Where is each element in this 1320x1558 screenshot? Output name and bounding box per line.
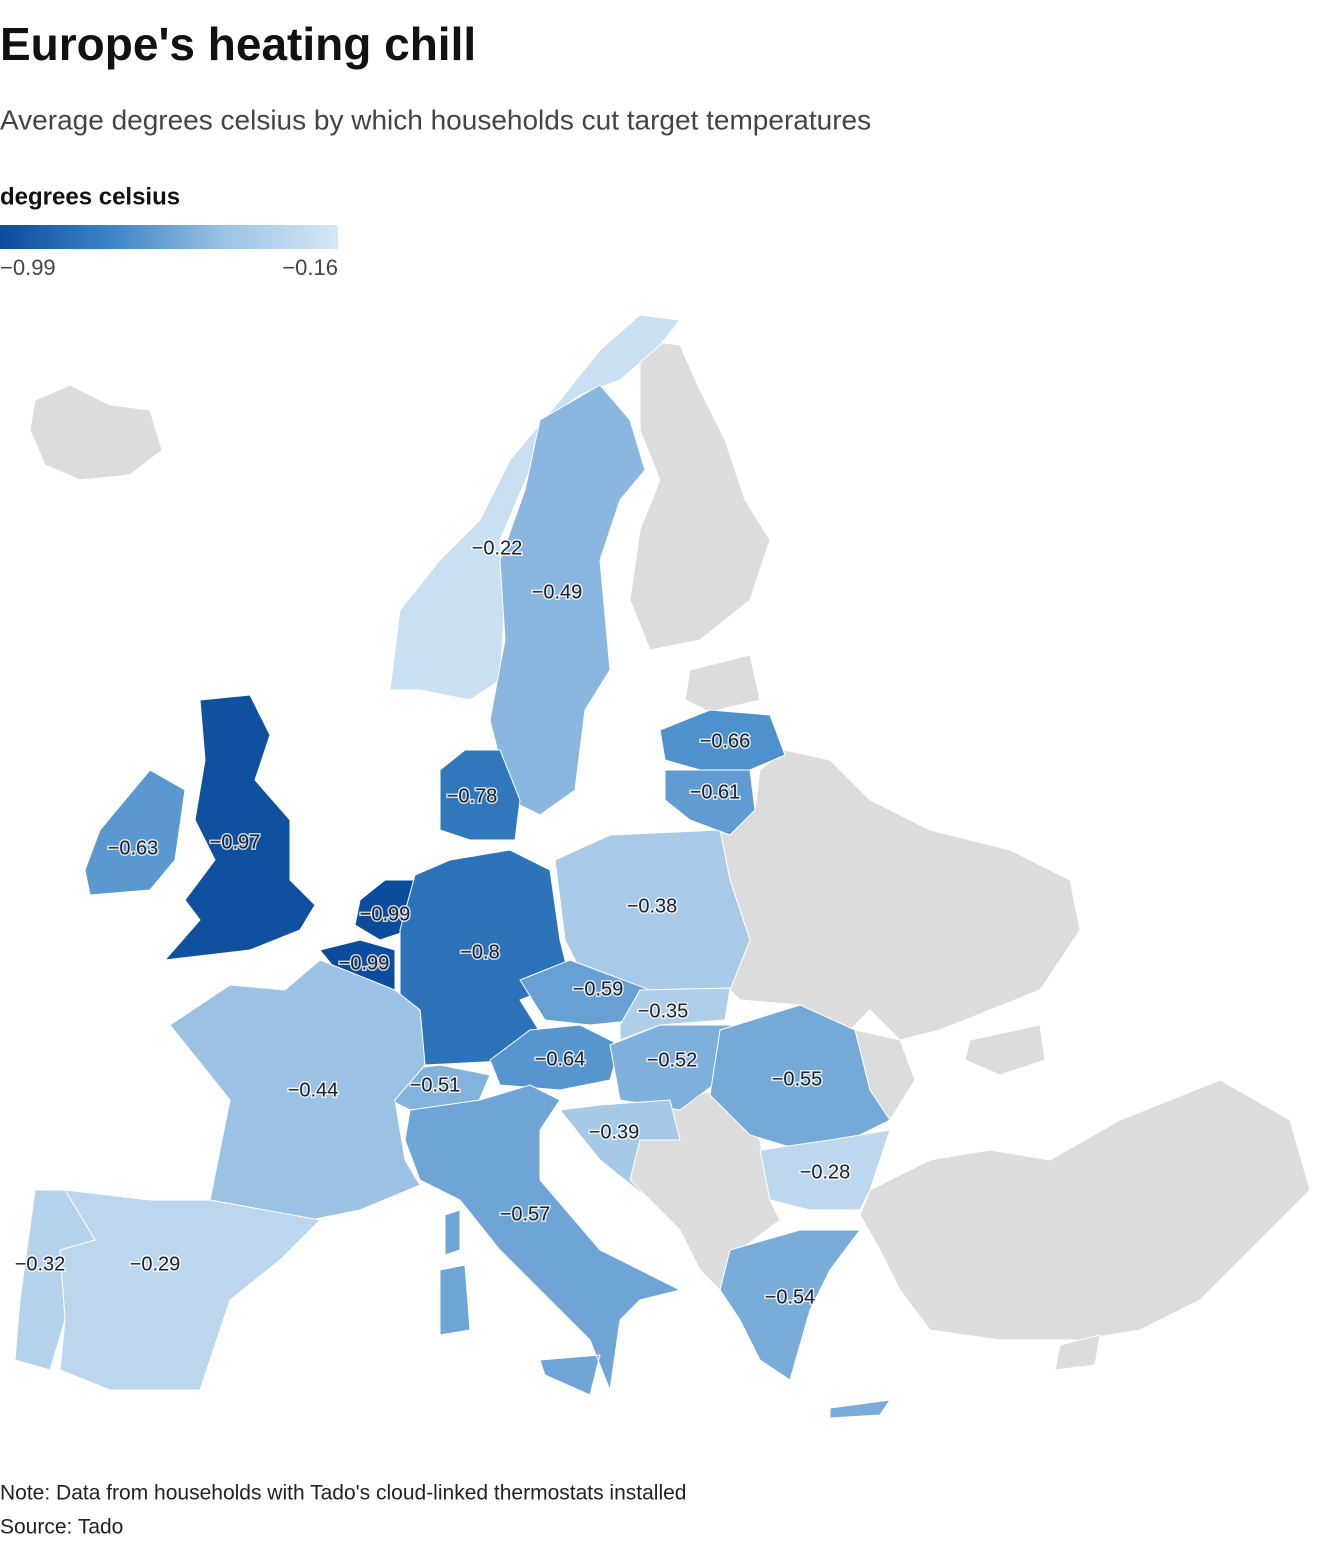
value-label: −0.99 bbox=[339, 952, 390, 974]
value-label: −0.63 bbox=[108, 837, 159, 859]
value-label: −0.55 bbox=[772, 1068, 823, 1090]
subtitle: Average degrees celsius by which househo… bbox=[0, 104, 871, 135]
land bbox=[629, 339, 771, 651]
land bbox=[859, 1079, 1311, 1341]
value-label: −0.22 bbox=[472, 537, 523, 559]
value-label: −0.51 bbox=[410, 1074, 461, 1096]
country bbox=[14, 1189, 96, 1371]
value-label: −0.59 bbox=[573, 978, 624, 1000]
value-label: −0.66 bbox=[700, 730, 751, 752]
other-countries bbox=[29, 339, 1311, 1371]
value-label: −0.99 bbox=[360, 903, 411, 925]
value-label: −0.52 bbox=[647, 1049, 698, 1071]
legend-gradient bbox=[0, 225, 338, 249]
country bbox=[59, 1189, 322, 1391]
value-label: −0.29 bbox=[130, 1253, 181, 1275]
value-label: −0.97 bbox=[210, 831, 261, 853]
source: Source: Tado bbox=[0, 1516, 123, 1539]
value-label: −0.78 bbox=[447, 785, 498, 807]
value-label: −0.49 bbox=[532, 581, 583, 603]
country bbox=[759, 1129, 891, 1211]
country bbox=[719, 1229, 892, 1419]
title: Europe's heating chill bbox=[0, 18, 476, 70]
land bbox=[964, 1024, 1046, 1076]
countries bbox=[14, 314, 892, 1419]
legend-min: −0.99 bbox=[0, 255, 56, 280]
value-label: −0.57 bbox=[500, 1203, 551, 1225]
value-label: −0.61 bbox=[690, 781, 741, 803]
value-label: −0.39 bbox=[589, 1121, 640, 1143]
country bbox=[404, 1084, 682, 1396]
legend-max: −0.16 bbox=[282, 255, 338, 280]
value-label: −0.28 bbox=[800, 1161, 851, 1183]
value-labels: −0.22 −0.49 −0.78 −0.97 −0.63 −0.99 −0.99 −0.8 −… bbox=[13, 536, 852, 1310]
country bbox=[559, 1099, 681, 1201]
value-label: −0.38 bbox=[627, 895, 678, 917]
country bbox=[664, 769, 756, 836]
value-label: −0.32 bbox=[15, 1253, 66, 1275]
value-label: −0.54 bbox=[765, 1286, 816, 1308]
value-label: −0.64 bbox=[535, 1048, 586, 1070]
land bbox=[1054, 1334, 1101, 1371]
value-label: −0.8 bbox=[460, 941, 499, 963]
country bbox=[84, 769, 186, 896]
land bbox=[684, 654, 761, 713]
country bbox=[439, 749, 521, 841]
note: Note: Data from households with Tado's c… bbox=[0, 1482, 686, 1505]
country bbox=[659, 709, 786, 771]
land bbox=[719, 749, 1081, 1041]
country bbox=[169, 959, 426, 1221]
value-label: −0.44 bbox=[288, 1079, 339, 1101]
land bbox=[29, 384, 163, 481]
country bbox=[489, 384, 646, 816]
value-label: −0.35 bbox=[638, 1000, 689, 1022]
country bbox=[163, 694, 316, 961]
legend-title: degrees celsius bbox=[0, 183, 180, 210]
country bbox=[709, 1004, 891, 1151]
